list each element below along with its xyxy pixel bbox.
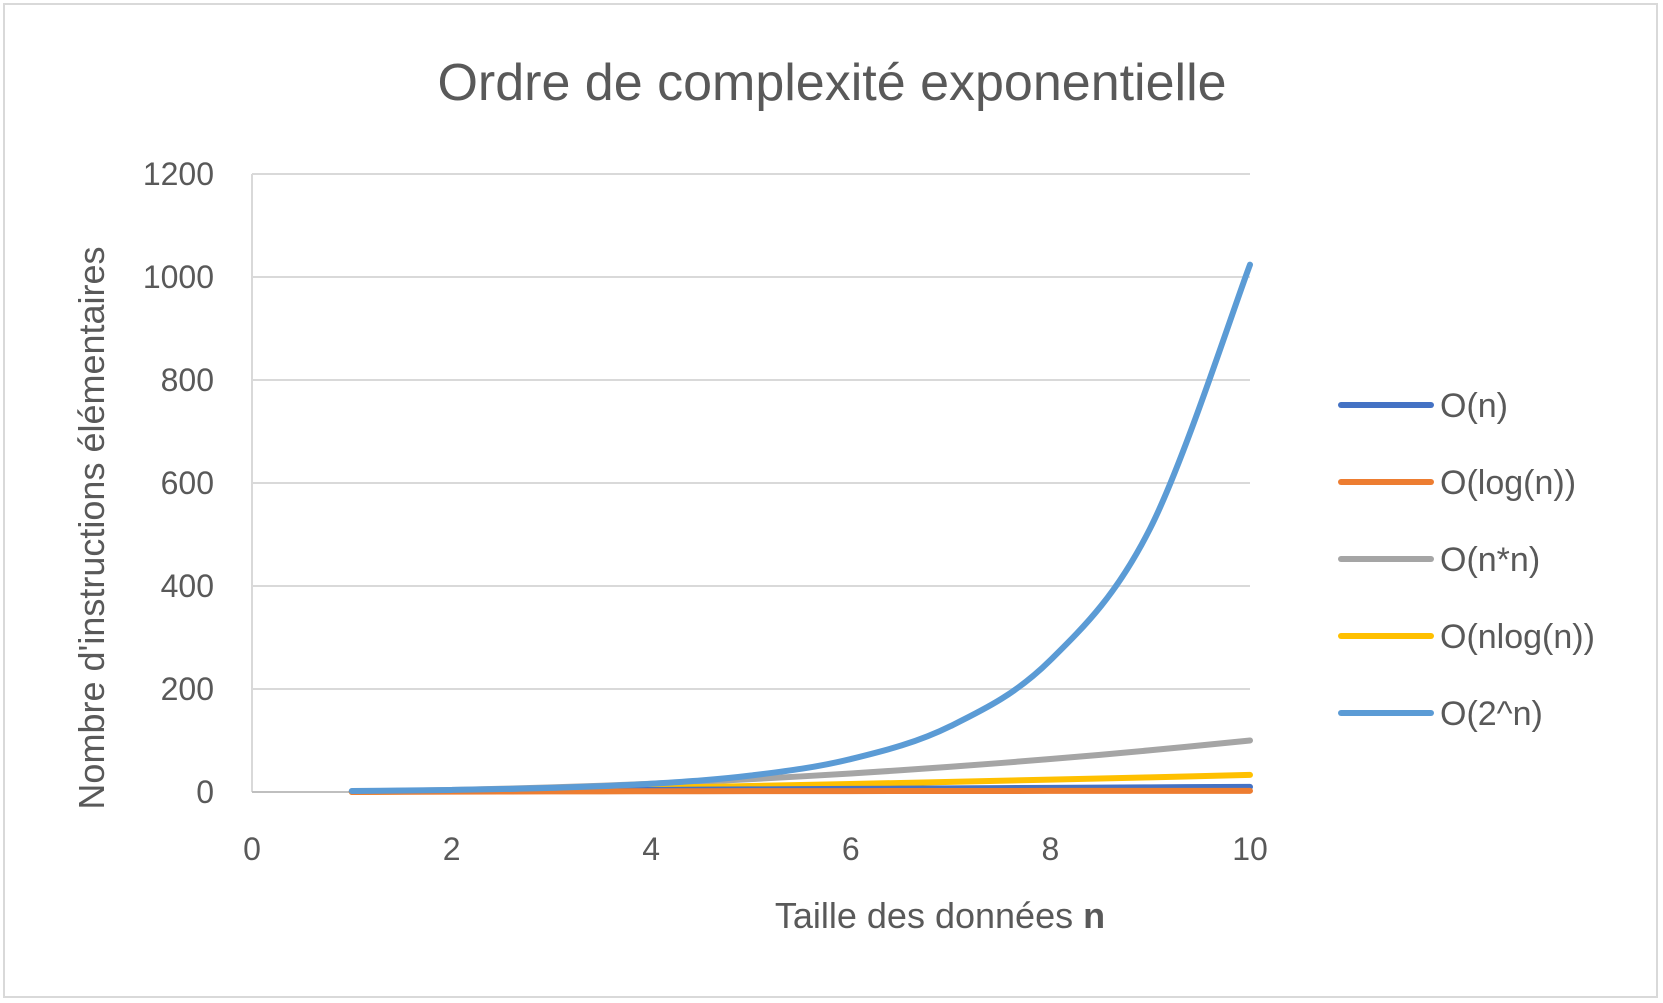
legend-label-o-2-n: O(2^n) bbox=[1440, 695, 1543, 733]
legend-label-o-n-n: O(n*n) bbox=[1440, 541, 1540, 579]
series-lines bbox=[348, 261, 1253, 795]
y-tick-1000: 1000 bbox=[143, 259, 214, 295]
x-tick-8: 8 bbox=[1042, 831, 1060, 867]
chart-title: Ordre de complexité exponentielle bbox=[437, 54, 1226, 112]
x-axis-label-spacer bbox=[1073, 895, 1083, 936]
y-tick-800: 800 bbox=[161, 362, 214, 398]
legend-label-o-n: O(n) bbox=[1440, 387, 1508, 425]
x-axis-label: Taille des données n bbox=[775, 895, 1105, 936]
series-line-o-2-n bbox=[348, 261, 1253, 794]
legend-label-o-nlog-n: O(nlog(n)) bbox=[1440, 618, 1595, 656]
x-tick-labels: 0 2 4 6 8 10 bbox=[243, 831, 1268, 867]
x-tick-0: 0 bbox=[243, 831, 261, 867]
y-tick-0: 0 bbox=[196, 774, 214, 810]
y-tick-1200: 1200 bbox=[143, 156, 214, 192]
y-tick-200: 200 bbox=[161, 671, 214, 707]
y-tick-600: 600 bbox=[161, 465, 214, 501]
x-axis-label-text: Taille des données bbox=[775, 895, 1073, 936]
legend-label-o-log-n: O(log(n)) bbox=[1440, 464, 1576, 502]
x-tick-6: 6 bbox=[842, 831, 860, 867]
legend: O(n) O(log(n)) O(n*n) O(nlog(n)) O(2^n) bbox=[1338, 387, 1595, 733]
y-tick-400: 400 bbox=[161, 568, 214, 604]
grid-lines bbox=[251, 173, 1250, 793]
chart-frame bbox=[3, 3, 1658, 998]
x-tick-2: 2 bbox=[443, 831, 461, 867]
y-axis-label: Nombre d'instructions élémentaires bbox=[71, 246, 112, 809]
x-axis-label-variable: n bbox=[1083, 895, 1105, 936]
x-tick-10: 10 bbox=[1232, 831, 1268, 867]
y-tick-labels: 0 200 400 600 800 1000 1200 bbox=[143, 156, 214, 810]
x-tick-4: 4 bbox=[642, 831, 660, 867]
